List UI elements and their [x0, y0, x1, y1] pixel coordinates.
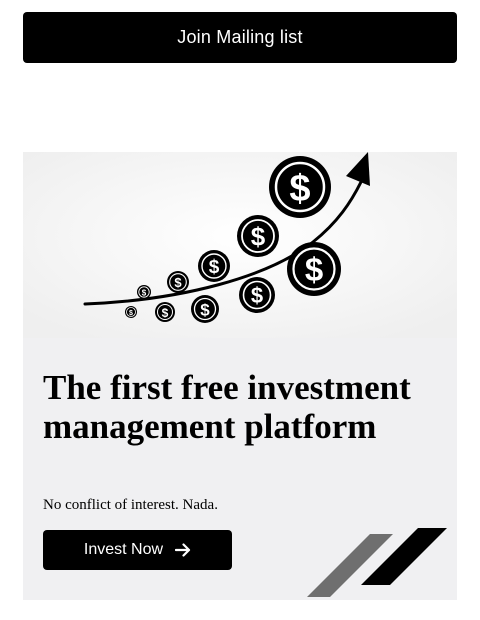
- svg-text:$: $: [251, 283, 263, 308]
- arrow-right-icon: [175, 543, 191, 557]
- svg-text:$: $: [174, 275, 182, 290]
- decorative-stripes: [307, 528, 447, 597]
- join-mailing-list-button[interactable]: Join Mailing list: [23, 12, 457, 63]
- join-mailing-list-label: Join Mailing list: [177, 27, 303, 47]
- rising-coins-chart-icon: $ $ $ $ $ $ $: [23, 152, 457, 338]
- hero-title: The first free investment management pla…: [43, 368, 411, 446]
- svg-text:$: $: [129, 310, 133, 317]
- invest-now-button[interactable]: Invest Now: [43, 530, 232, 570]
- svg-text:$: $: [209, 257, 220, 278]
- svg-text:$: $: [162, 306, 169, 320]
- hero-illustration: $ $ $ $ $ $ $: [23, 152, 457, 338]
- hero-card: $ $ $ $ $ $ $: [23, 152, 457, 600]
- svg-text:$: $: [251, 222, 266, 252]
- invest-now-label: Invest Now: [83, 541, 164, 558]
- svg-text:$: $: [142, 289, 147, 298]
- svg-text:$: $: [200, 301, 210, 320]
- hero-subtitle: No conflict of interest. Nada.: [43, 497, 218, 513]
- svg-text:$: $: [289, 168, 310, 210]
- svg-text:$: $: [305, 251, 323, 288]
